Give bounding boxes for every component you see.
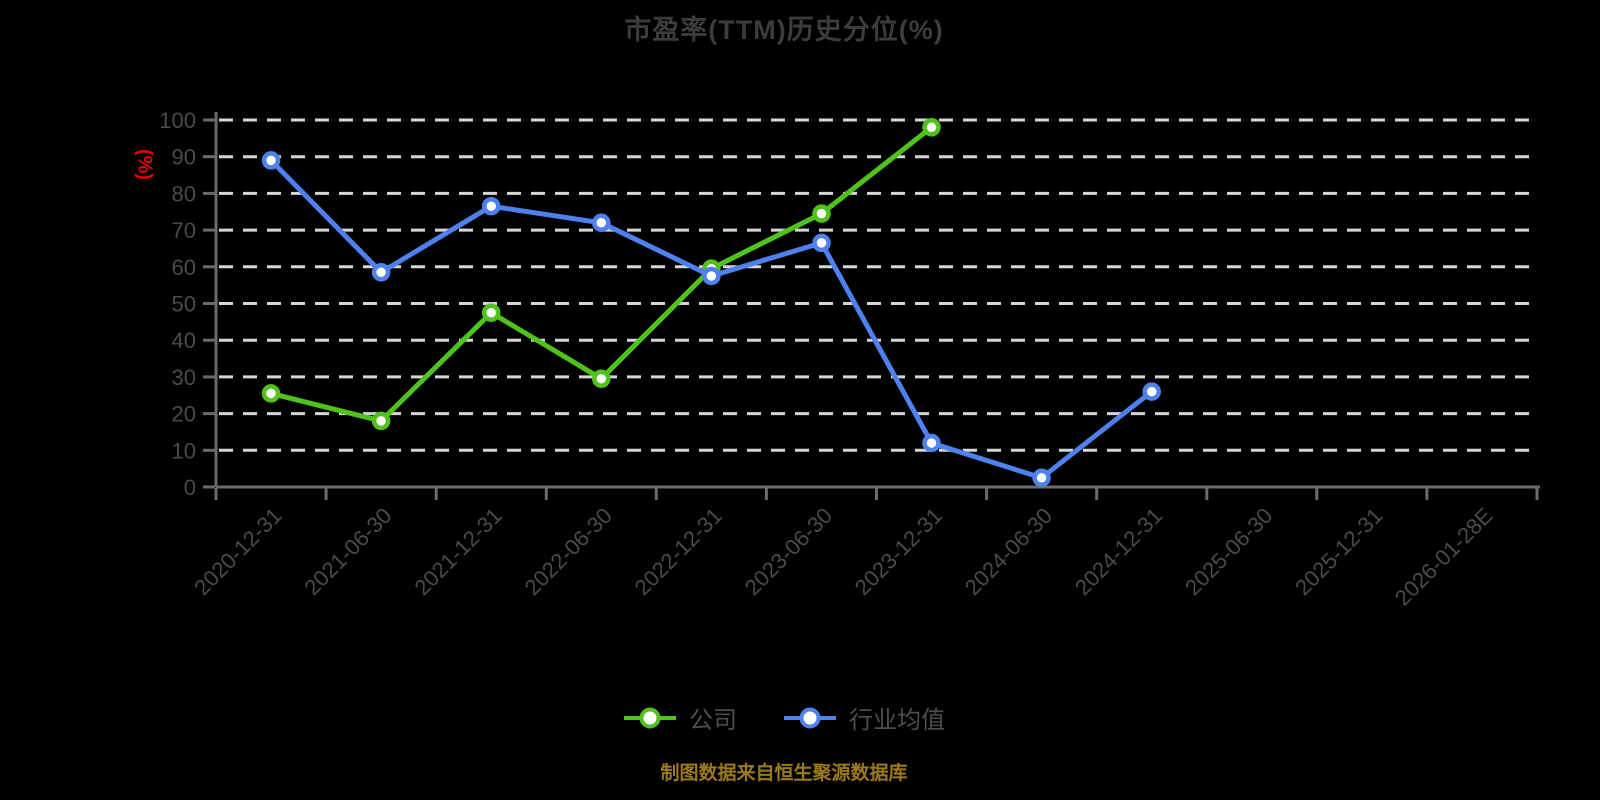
x-tick-label: 2024-12-31 (1070, 503, 1167, 600)
x-tick-label: 2021-06-30 (299, 503, 396, 600)
x-tick-label: 2025-06-30 (1180, 503, 1277, 600)
x-tick-label: 2024-06-30 (960, 503, 1057, 600)
y-tick-label: 80 (172, 181, 196, 206)
series-0-marker (371, 411, 391, 431)
x-tick-label: 2026-01-28E (1390, 503, 1498, 611)
x-tick-label: 2023-06-30 (740, 503, 837, 600)
x-tick-label: 2025-12-31 (1290, 503, 1387, 600)
industry-average-line-marker-icon (784, 707, 836, 728)
y-tick-label: 70 (172, 218, 196, 243)
y-tick-label: 20 (172, 402, 196, 427)
y-tick-label: 0 (184, 475, 196, 500)
y-tick-label: 100 (159, 108, 196, 133)
series-0-marker (922, 118, 941, 137)
y-tick-label: 50 (172, 292, 196, 317)
legend-item-industry-average[interactable]: 行业均值 (783, 700, 945, 735)
series-1-line (268, 157, 1155, 481)
x-tick-label: 2022-06-30 (520, 503, 617, 600)
legend-label-company: 公司 (689, 707, 737, 734)
plot-area: 0 10 20 30 40 50 60 70 80 90 100 2020-12-31 2021-06-… (159, 108, 1540, 611)
series-1-marker (1032, 468, 1051, 488)
x-tick-label: 2022-12-31 (630, 503, 727, 600)
series-1-marker (371, 263, 391, 282)
company-line-marker-icon (624, 707, 676, 728)
y-tick-label: 30 (172, 365, 196, 390)
series-1-marker (702, 266, 721, 286)
y-tick-label: 40 (172, 328, 196, 353)
y-tick-label: 10 (172, 438, 196, 463)
series-1-marker (592, 213, 611, 233)
series-0-marker (592, 369, 611, 388)
legend-label-industry-average: 行业均值 (849, 707, 945, 734)
legend-item-company[interactable]: 公司 (623, 700, 737, 735)
series-0-marker (812, 204, 831, 223)
series-1-marker (922, 433, 941, 453)
series-1-marker (481, 196, 501, 216)
legend: 公司 行业均值 (0, 700, 1568, 735)
x-tick-label: 2023-12-31 (850, 503, 947, 600)
y-tick-label: 60 (172, 255, 196, 280)
chart-title: 市盈率(TTM)历史分位(%) (624, 15, 944, 45)
series-1-marker (812, 233, 831, 253)
x-tick-label: 2021-12-31 (409, 503, 506, 600)
series-0-marker (481, 303, 501, 322)
x-tick-label: 2020-12-31 (189, 503, 286, 600)
series-1-marker (261, 151, 281, 170)
series-0-marker (261, 384, 281, 403)
y-tick-label: 90 (172, 145, 196, 170)
data-source-note: 制图数据来自恒生聚源数据库 (660, 763, 908, 784)
series-1-marker (1142, 382, 1161, 401)
